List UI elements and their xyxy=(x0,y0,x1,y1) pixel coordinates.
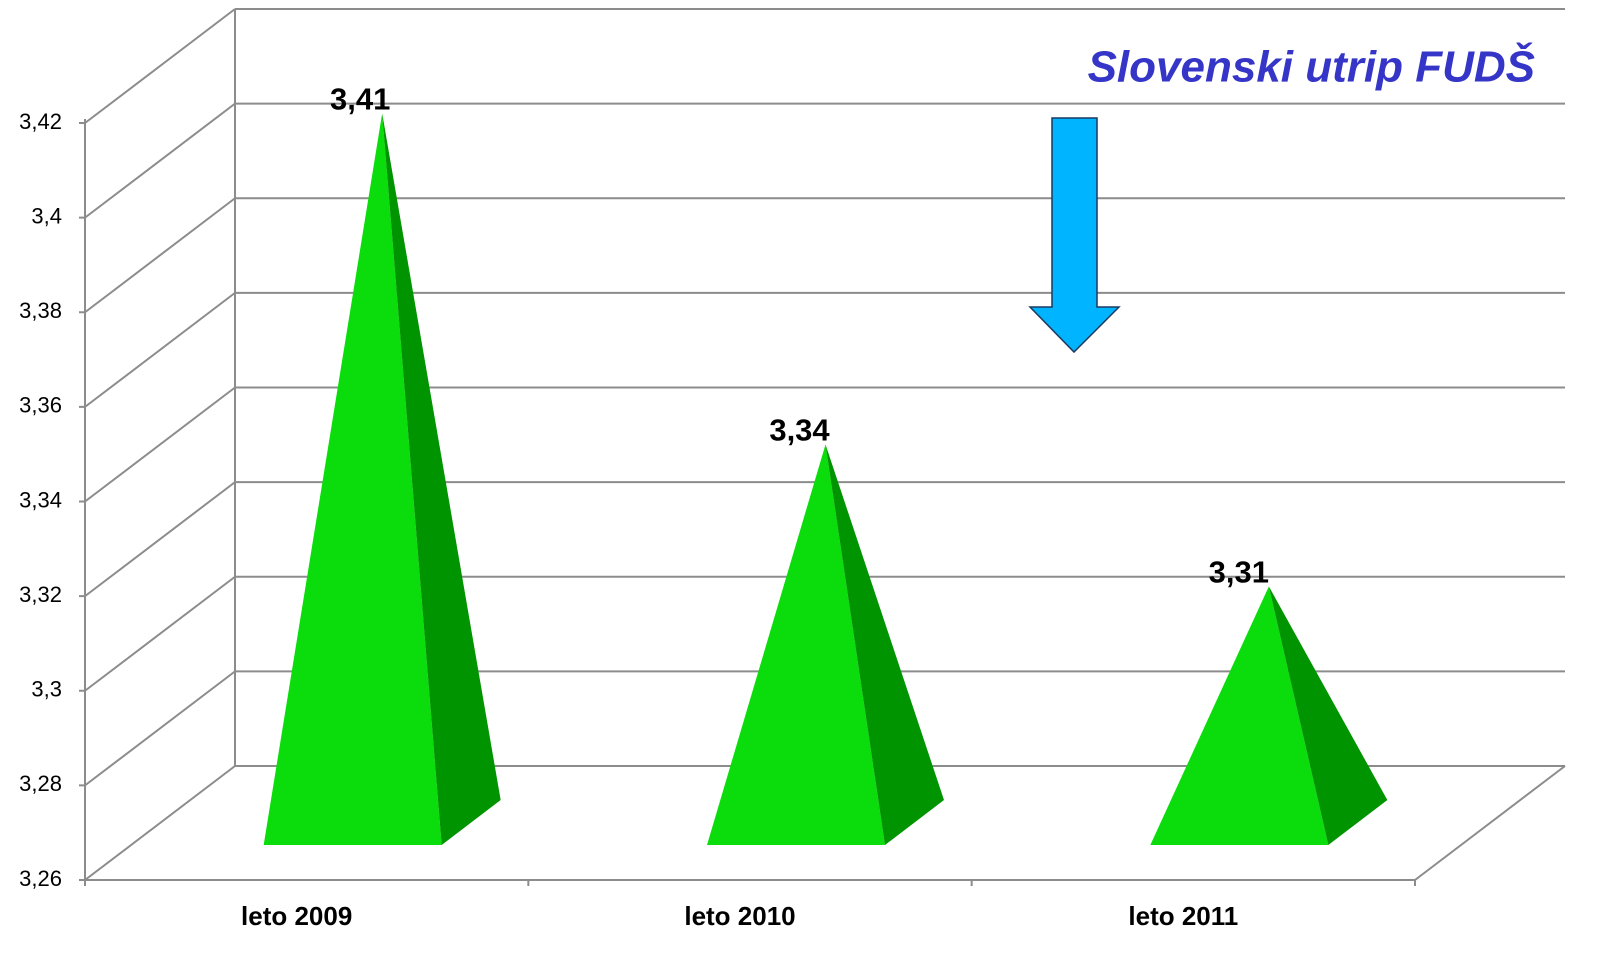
y-tick-label: 3,32 xyxy=(19,582,62,607)
pyramid-front xyxy=(707,444,885,845)
y-tick-label: 3,36 xyxy=(19,393,62,418)
y-tick-label: 3,38 xyxy=(19,298,62,323)
pyramid-front xyxy=(1150,586,1329,845)
y-tick-label: 3,34 xyxy=(19,487,62,512)
arrow xyxy=(1028,117,1121,354)
grid-line xyxy=(84,102,236,219)
floor-edge xyxy=(1414,765,1566,881)
grid-line xyxy=(84,481,236,597)
grid-line xyxy=(84,292,236,408)
value-label: 3,41 xyxy=(330,82,390,117)
pyramid-side xyxy=(382,113,501,845)
grid-line xyxy=(84,765,236,881)
value-label: 3,34 xyxy=(769,413,830,448)
grid-line xyxy=(84,670,236,787)
y-tick-label: 3,28 xyxy=(19,771,62,796)
value-label: 3,31 xyxy=(1209,555,1269,590)
pyramid-side xyxy=(825,444,944,845)
grid-line xyxy=(84,8,236,124)
chart-title: Slovenski utrip FUDŠ xyxy=(1088,41,1535,92)
y-tick-label: 3,4 xyxy=(31,203,62,228)
y-tick-label: 3,26 xyxy=(19,866,62,891)
grid-line xyxy=(84,386,236,503)
grid-line xyxy=(84,575,236,692)
y-tick-label: 3,3 xyxy=(31,677,62,702)
x-tick-label: leto 2010 xyxy=(684,901,795,931)
x-tick-label: leto 2011 xyxy=(1128,901,1238,931)
grid-line xyxy=(84,197,236,314)
x-tick-label: leto 2009 xyxy=(241,901,352,931)
pyramid-side xyxy=(1268,586,1388,845)
pyramid-front xyxy=(263,113,442,845)
y-tick-label: 3,42 xyxy=(19,109,62,134)
